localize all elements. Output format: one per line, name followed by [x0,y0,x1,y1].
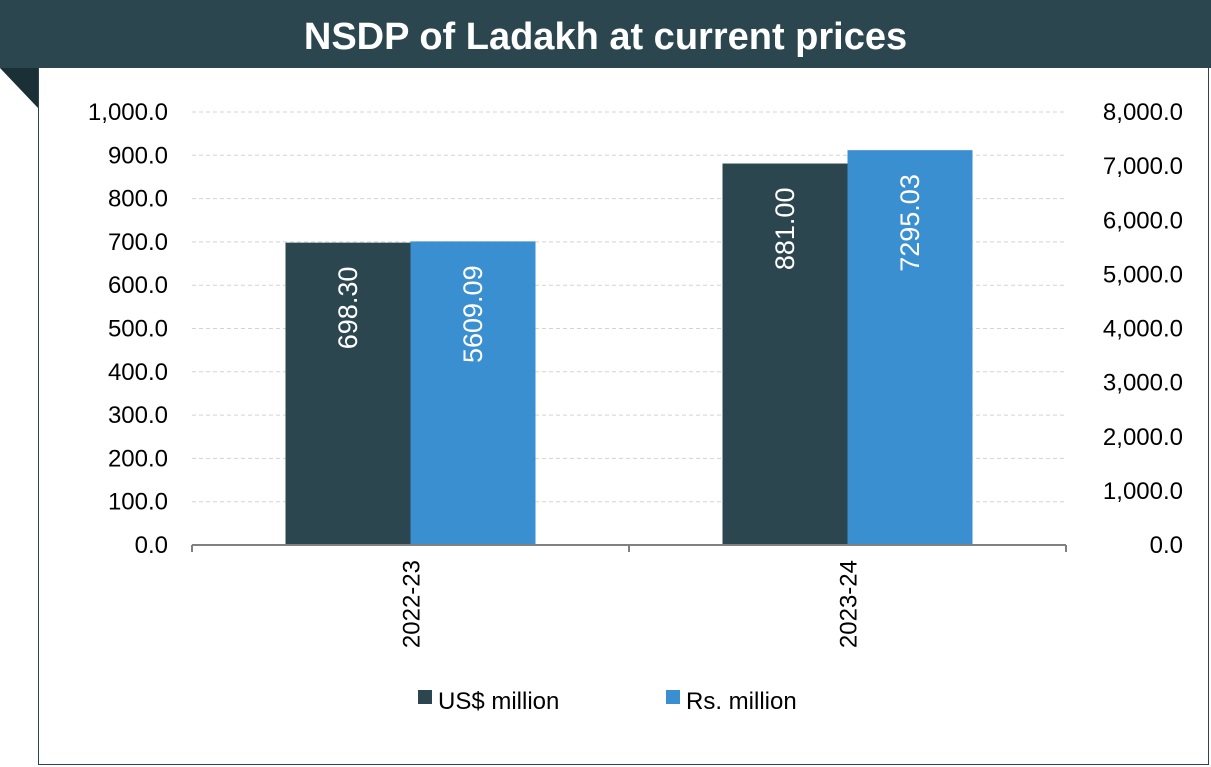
y-left-tick-label: 700.0 [108,229,168,256]
bar-data-label: 881.00 [770,188,800,271]
y-left-tick-label: 800.0 [108,186,168,213]
bar-rs [410,241,536,545]
y-left-tick-label: 900.0 [108,142,168,169]
y-right-tick-label: 8,000.0 [1103,99,1183,126]
legend-label: Rs. million [686,688,797,715]
chart-frame [38,68,1209,765]
y-left-tick-label: 600.0 [108,272,168,299]
chart-title: NSDP of Ladakh at current prices [303,16,908,58]
y-left-tick-label: 100.0 [108,489,168,516]
legend-swatch [666,690,680,704]
bar-rs [847,150,973,545]
corner-fold-decoration [0,68,38,108]
y-right-tick-label: 1,000.0 [1103,478,1183,505]
y-left-tick-label: 0.0 [135,532,168,559]
y-left-tick-label: 300.0 [108,402,168,429]
title-bar: NSDP of Ladakh at current prices [0,0,1211,68]
bar-usd [722,163,848,546]
y-right-tick-label: 7,000.0 [1103,153,1183,180]
y-left-tick-label: 1,000.0 [88,99,168,126]
y-left-tick-label: 200.0 [108,445,168,472]
bar-data-label: 7295.03 [895,174,925,272]
x-category-label: 2023-24 [836,560,863,648]
legend-swatch [418,690,432,704]
y-left-tick-label: 400.0 [108,359,168,386]
bar-data-label: 698.30 [333,267,363,350]
x-category-label: 2022-23 [399,560,426,648]
y-right-tick-label: 6,000.0 [1103,207,1183,234]
bar-data-label: 5609.09 [458,265,488,363]
y-right-tick-label: 4,000.0 [1103,316,1183,343]
legend-label: US$ million [438,688,559,715]
y-right-tick-label: 2,000.0 [1103,424,1183,451]
y-left-tick-label: 500.0 [108,316,168,343]
y-right-tick-label: 3,000.0 [1103,370,1183,397]
bar-usd [285,242,411,545]
y-right-tick-label: 5,000.0 [1103,261,1183,288]
y-right-tick-label: 0.0 [1150,532,1183,559]
